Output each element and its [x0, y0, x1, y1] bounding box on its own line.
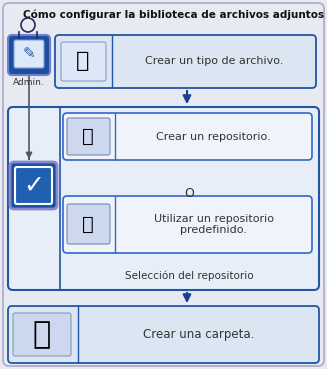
Text: Utilizar un repositorio
predefinido.: Utilizar un repositorio predefinido. — [153, 214, 273, 235]
Text: Admin.: Admin. — [13, 78, 45, 87]
Text: 📁: 📁 — [33, 320, 51, 349]
Text: 🏛: 🏛 — [82, 215, 94, 234]
FancyBboxPatch shape — [67, 118, 110, 155]
FancyBboxPatch shape — [8, 35, 50, 75]
FancyBboxPatch shape — [3, 3, 324, 366]
Text: Cómo configurar la biblioteca de archivos adjuntos: Cómo configurar la biblioteca de archivo… — [23, 10, 324, 21]
FancyBboxPatch shape — [14, 40, 44, 68]
FancyBboxPatch shape — [61, 42, 106, 81]
FancyBboxPatch shape — [67, 204, 110, 244]
Text: 🏛: 🏛 — [82, 127, 94, 146]
FancyBboxPatch shape — [63, 113, 312, 160]
Text: 📄: 📄 — [76, 51, 90, 71]
Text: O: O — [184, 187, 195, 200]
FancyBboxPatch shape — [55, 35, 316, 88]
Text: Crear una carpeta.: Crear una carpeta. — [143, 328, 254, 341]
Text: Crear un repositorio.: Crear un repositorio. — [156, 131, 271, 141]
FancyBboxPatch shape — [8, 107, 319, 290]
FancyBboxPatch shape — [15, 167, 52, 204]
Text: Selección del repositorio: Selección del repositorio — [125, 271, 254, 281]
Circle shape — [21, 18, 35, 32]
FancyBboxPatch shape — [8, 306, 319, 363]
FancyBboxPatch shape — [13, 313, 71, 356]
Text: Crear un tipo de archivo.: Crear un tipo de archivo. — [145, 56, 283, 66]
Text: ✎: ✎ — [23, 46, 35, 62]
Text: ✓: ✓ — [23, 173, 44, 197]
FancyBboxPatch shape — [10, 162, 57, 209]
FancyBboxPatch shape — [63, 196, 312, 253]
